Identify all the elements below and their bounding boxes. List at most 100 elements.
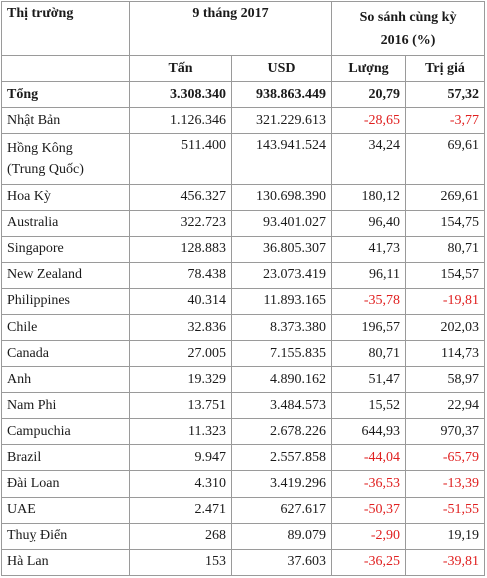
country-name: Đài Loan <box>1 470 130 498</box>
value-cell: 154,75 <box>405 209 486 237</box>
tons-cell: 153 <box>129 548 232 577</box>
volume-cell: 15,52 <box>331 392 407 420</box>
usd-cell: 2.557.858 <box>230 444 333 472</box>
total-row: Tổng 3.308.340 938.863.449 20,79 57,32 <box>1 81 486 109</box>
usd-cell: 4.890.162 <box>230 366 333 394</box>
country-name: Australia <box>1 209 130 237</box>
usd-cell: 7.155.835 <box>230 340 333 368</box>
header-row-2: Tấn USD Lượng Trị giá <box>1 55 486 83</box>
value-cell: 22,94 <box>405 392 486 420</box>
value-cell: -19,81 <box>405 287 486 315</box>
tons-cell: 27.005 <box>129 340 232 368</box>
total-value: 57,32 <box>405 81 486 109</box>
country-name: UAE <box>1 496 130 524</box>
table-row: Philippines 40.314 11.893.165 -35,78 -19… <box>1 287 486 315</box>
country-name: Anh <box>1 366 130 394</box>
usd-cell: 3.484.573 <box>230 392 333 420</box>
total-volume: 20,79 <box>331 81 407 109</box>
compare-header: So sánh cùng kỳ 2016 (%) <box>331 0 486 57</box>
volume-cell: -35,78 <box>331 287 407 315</box>
usd-cell: 8.373.380 <box>230 313 333 342</box>
value-cell: -39,81 <box>405 548 486 577</box>
table-row: Canada 27.005 7.155.835 80,71 114,73 <box>1 340 486 368</box>
table-row: Hoa Kỳ 456.327 130.698.390 180,12 269,61 <box>1 183 486 211</box>
country-name: Hồng Kông (Trung Quốc) <box>1 133 130 185</box>
empty-header-cell <box>1 55 130 83</box>
country-name: Chile <box>1 313 130 342</box>
value-cell: 269,61 <box>405 183 486 211</box>
table-row: UAE 2.471 627.617 -50,37 -51,55 <box>1 496 486 524</box>
table-row: Chile 32.836 8.373.380 196,57 202,03 <box>1 313 486 342</box>
country-name: Canada <box>1 340 130 368</box>
volume-cell: 644,93 <box>331 418 407 446</box>
value-cell: 58,97 <box>405 366 486 394</box>
value-cell: -51,55 <box>405 496 486 524</box>
usd-cell: 143.941.524 <box>230 133 333 185</box>
market-header: Thị trường <box>1 0 130 57</box>
country-name: Thuỵ Điển <box>1 522 130 550</box>
tons-cell: 78.438 <box>129 261 232 289</box>
table-row: Brazil 9.947 2.557.858 -44,04 -65,79 <box>1 444 486 472</box>
tons-header: Tấn <box>129 55 232 83</box>
tons-cell: 4.310 <box>129 470 232 498</box>
volume-cell: 51,47 <box>331 366 407 394</box>
value-cell: -13,39 <box>405 470 486 498</box>
value-cell: 154,57 <box>405 261 486 289</box>
table-row: Thuỵ Điển 268 89.079 -2,90 19,19 <box>1 522 486 550</box>
usd-cell: 23.073.419 <box>230 261 333 289</box>
table-row: Đài Loan 4.310 3.419.296 -36,53 -13,39 <box>1 470 486 498</box>
total-name: Tổng <box>1 81 130 109</box>
table-row: Australia 322.723 93.401.027 96,40 154,7… <box>1 209 486 237</box>
tons-cell: 11.323 <box>129 418 232 446</box>
usd-cell: 3.419.296 <box>230 470 333 498</box>
volume-header: Lượng <box>331 55 407 83</box>
tons-cell: 268 <box>129 522 232 550</box>
tons-cell: 32.836 <box>129 313 232 342</box>
table-row: Nhật Bản 1.126.346 321.229.613 -28,65 -3… <box>1 107 486 135</box>
tons-cell: 511.400 <box>129 133 232 185</box>
table-row: Hồng Kông (Trung Quốc) 511.400 143.941.5… <box>1 133 486 185</box>
volume-cell: -2,90 <box>331 522 407 550</box>
country-name: Nam Phi <box>1 392 130 420</box>
compare-header-line2: 2016 (%) <box>380 32 436 48</box>
tons-cell: 13.751 <box>129 392 232 420</box>
tons-cell: 128.883 <box>129 235 232 263</box>
country-name-line2: (Trung Quốc) <box>7 162 84 178</box>
volume-cell: -28,65 <box>331 107 407 135</box>
value-cell: 970,37 <box>405 418 486 446</box>
volume-cell: 41,73 <box>331 235 407 263</box>
volume-cell: 96,40 <box>331 209 407 237</box>
value-cell: 69,61 <box>405 133 486 185</box>
volume-cell: 34,24 <box>331 133 407 185</box>
country-name-line1: Hồng Kông <box>7 141 73 157</box>
country-name: Nhật Bản <box>1 107 130 135</box>
header-row-1: Thị trường 9 tháng 2017 So sánh cùng kỳ … <box>1 0 486 57</box>
total-tons: 3.308.340 <box>129 81 232 109</box>
usd-cell: 2.678.226 <box>230 418 333 446</box>
value-cell: 202,03 <box>405 313 486 342</box>
compare-header-line1: So sánh cùng kỳ <box>359 9 457 25</box>
table-row: Singapore 128.883 36.805.307 41,73 80,71 <box>1 235 486 263</box>
volume-cell: 196,57 <box>331 313 407 342</box>
volume-cell: -36,25 <box>331 548 407 577</box>
table-row: Nam Phi 13.751 3.484.573 15,52 22,94 <box>1 392 486 420</box>
table-row: New Zealand 78.438 23.073.419 96,11 154,… <box>1 261 486 289</box>
usd-header: USD <box>230 55 333 83</box>
volume-cell: 180,12 <box>331 183 407 211</box>
volume-cell: -36,53 <box>331 470 407 498</box>
country-name: Philippines <box>1 287 130 315</box>
value-cell: 19,19 <box>405 522 486 550</box>
usd-cell: 627.617 <box>230 496 333 524</box>
table-row: Campuchia 11.323 2.678.226 644,93 970,37 <box>1 418 486 446</box>
volume-cell: -50,37 <box>331 496 407 524</box>
value-header: Trị giá <box>405 55 486 83</box>
total-usd: 938.863.449 <box>230 81 333 109</box>
usd-cell: 37.603 <box>230 548 333 577</box>
tons-cell: 456.327 <box>129 183 232 211</box>
value-cell: 80,71 <box>405 235 486 263</box>
table-row: Hà Lan 153 37.603 -36,25 -39,81 <box>1 548 486 577</box>
volume-cell: 96,11 <box>331 261 407 289</box>
value-cell: 114,73 <box>405 340 486 368</box>
volume-cell: 80,71 <box>331 340 407 368</box>
